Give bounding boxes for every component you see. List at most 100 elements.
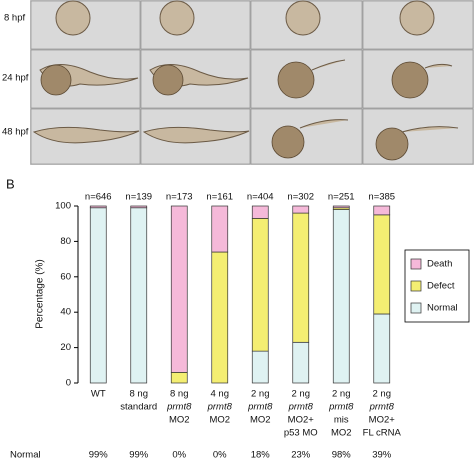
x-tick-label: MO2+: [369, 415, 396, 426]
embryo: [285, 0, 321, 36]
bar-segment: [211, 205, 229, 253]
tail: [424, 63, 453, 69]
bar-segment: [211, 251, 229, 384]
x-tick-label: prmt8: [207, 402, 233, 413]
normal-percentage: 99%: [89, 450, 109, 461]
n-label: n=139: [125, 192, 152, 203]
normal-percentage: 0%: [172, 450, 186, 461]
tail: [401, 126, 459, 133]
x-tick-label: p53 MO: [284, 428, 318, 439]
x-tick-label: 8 ng: [170, 389, 189, 400]
bar-segment: [170, 372, 188, 384]
bar-segment: [89, 207, 107, 384]
row-label: 24 hpf: [2, 73, 29, 84]
larva: [32, 126, 140, 144]
row-label: 8 hpf: [4, 13, 25, 24]
yolk: [152, 64, 184, 96]
legend-label: Normal: [427, 303, 458, 314]
tail: [299, 119, 349, 129]
x-tick-label: 2 ng: [373, 389, 392, 400]
normal-percentage: 39%: [372, 450, 392, 461]
n-label: n=385: [368, 192, 395, 203]
normal-percentage: 98%: [332, 450, 352, 461]
bar-segment: [251, 350, 269, 384]
legend-label: Death: [427, 259, 452, 270]
x-tick-label: FL cRNA: [363, 428, 402, 439]
bar-segment: [251, 218, 269, 352]
x-tick-label: MO2: [209, 415, 230, 426]
x-tick-label: prmt8: [247, 402, 273, 413]
embryo: [277, 61, 315, 99]
x-tick-label: MO2: [331, 428, 352, 439]
bar-segment: [373, 313, 391, 384]
bar-segment: [292, 341, 310, 384]
normal-percentage: 23%: [291, 450, 311, 461]
x-tick-label: MO2: [169, 415, 190, 426]
y-tick-label: 80: [60, 236, 71, 247]
legend-label: Defect: [427, 281, 455, 292]
embryo: [159, 0, 195, 36]
y-tick-label: 100: [55, 201, 71, 212]
y-tick-label: 40: [60, 307, 71, 318]
x-tick-label: mis: [334, 415, 349, 426]
bar-segment: [89, 205, 107, 209]
embryo: [391, 61, 429, 99]
bar-segment: [373, 205, 391, 216]
row-title: Normal: [10, 450, 41, 461]
bar-segment: [332, 209, 350, 384]
embryo: [271, 125, 305, 159]
embryo: [375, 127, 409, 161]
x-tick-label: 4 ng: [211, 389, 230, 400]
embryo: [399, 0, 435, 36]
n-label: n=173: [166, 192, 193, 203]
bar-segment: [251, 205, 269, 219]
x-tick-label: 8 ng: [130, 389, 149, 400]
x-tick-label: 2 ng: [292, 389, 311, 400]
bar-segment: [292, 212, 310, 343]
normal-percentage: 0%: [213, 450, 227, 461]
n-label: n=161: [206, 192, 233, 203]
normal-percentage: 99%: [129, 450, 149, 461]
legend-swatch: [410, 302, 422, 314]
panel-a: 8 hpf 24 hpf 48 hpf: [2, 0, 474, 165]
photo: [140, 0, 251, 50]
x-tick-label: MO2: [250, 415, 271, 426]
n-label: n=251: [328, 192, 355, 203]
row-48hpf: [30, 108, 474, 165]
bar-segment: [292, 205, 310, 214]
embryo: [55, 0, 91, 36]
panel-label: B: [6, 176, 15, 191]
bar-segment: [170, 205, 188, 373]
y-axis-title: Percentage (%): [35, 259, 46, 328]
bar-segment: [130, 207, 148, 384]
photo: [250, 108, 363, 165]
row-label: 48 hpf: [2, 127, 29, 138]
x-tick-label: prmt8: [369, 402, 395, 413]
x-tick-label: prmt8: [288, 402, 314, 413]
n-label: n=646: [85, 192, 112, 203]
x-tick-label: standard: [120, 402, 157, 413]
bar-segment: [130, 205, 148, 209]
y-tick-label: 20: [60, 342, 71, 353]
row-24hpf: [30, 49, 474, 109]
bar-segment: [332, 205, 350, 209]
normal-percentage: 18%: [251, 450, 271, 461]
larva: [142, 126, 250, 144]
y-tick-label: 0: [66, 378, 71, 389]
x-tick-label: WT: [91, 389, 106, 400]
row-8hpf: [30, 0, 474, 50]
bar-segment: [373, 214, 391, 315]
yolk: [40, 64, 72, 96]
x-tick-label: prmt8: [328, 402, 354, 413]
tail: [311, 59, 346, 71]
legend-swatch: [410, 280, 422, 292]
x-tick-label: prmt8: [166, 402, 192, 413]
n-label: n=404: [247, 192, 274, 203]
x-tick-label: 2 ng: [332, 389, 351, 400]
legend-swatch: [410, 258, 422, 270]
n-label: n=302: [287, 192, 314, 203]
y-tick-label: 60: [60, 271, 71, 282]
x-tick-label: 2 ng: [251, 389, 270, 400]
x-tick-label: MO2+: [288, 415, 315, 426]
